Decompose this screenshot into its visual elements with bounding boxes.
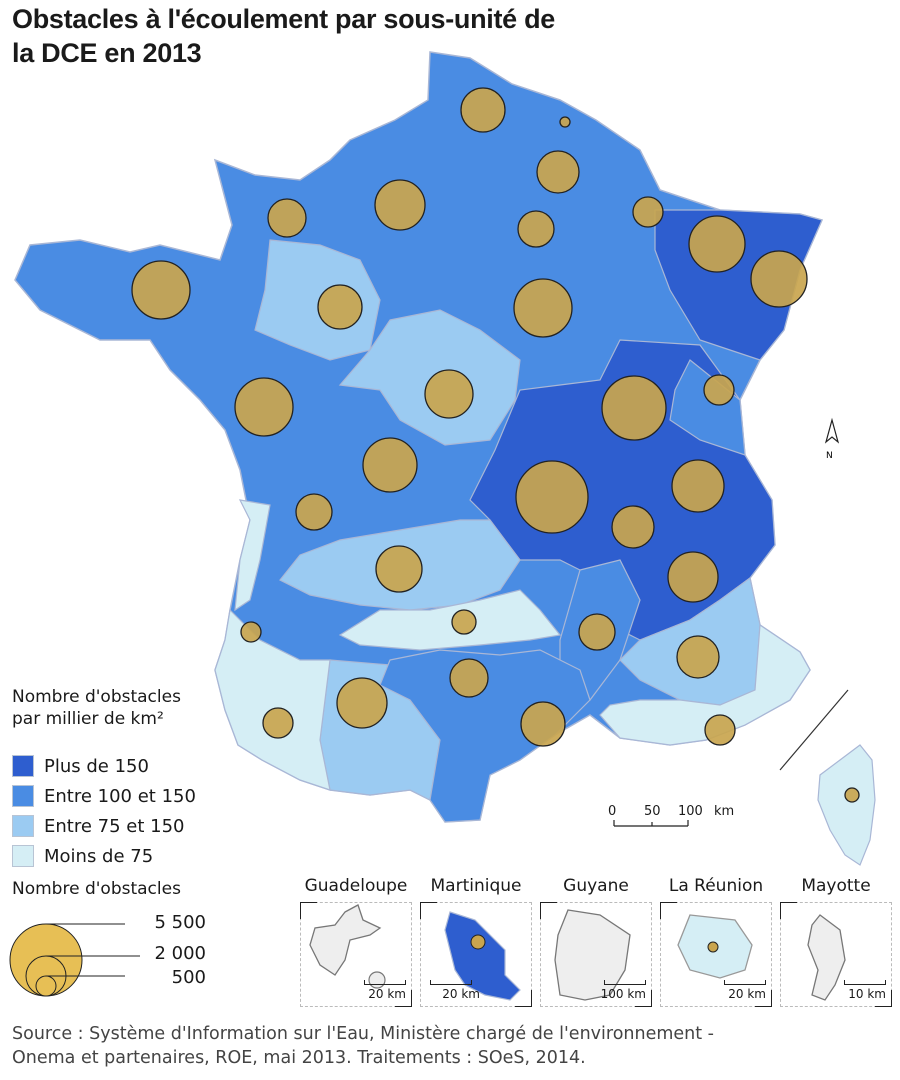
obstacle-circle xyxy=(317,284,363,330)
obstacle-circle xyxy=(703,374,735,406)
obstacle-circle xyxy=(515,460,589,534)
source-line-1: Source : Système d'Information sur l'Eau… xyxy=(12,1024,714,1044)
inset-scale: 100 km xyxy=(600,987,646,1001)
inset-label-martinique: Martinique xyxy=(430,876,522,896)
region-moins-75-gironde xyxy=(234,499,271,612)
legend-swatch xyxy=(12,755,34,777)
obstacle-circle xyxy=(704,714,736,746)
inset-martinique: 20 km xyxy=(420,902,532,1007)
inset-scale: 20 km xyxy=(442,987,480,1001)
obstacle-circle xyxy=(611,505,655,549)
region-moins-75-lot xyxy=(338,589,562,651)
legend-item-plus-150: Plus de 150 xyxy=(12,754,149,778)
inset-label-guyane: Guyane xyxy=(563,876,629,896)
obstacle-circle xyxy=(632,196,664,228)
scale-tick-0: 0 xyxy=(608,804,617,819)
legend-label: Entre 100 et 150 xyxy=(44,785,196,807)
legend-density-title-2: par millier de km² xyxy=(12,709,164,729)
obstacle-circle xyxy=(536,150,580,194)
legend-swatch xyxy=(12,785,34,807)
legend-label: Plus de 150 xyxy=(44,755,149,777)
legend-circle-value-small: 500 xyxy=(171,967,206,988)
source-text: Source : Système d'Information sur l'Eau… xyxy=(12,1022,892,1070)
legend-label: Moins de 75 xyxy=(44,845,154,867)
inset-scale: 20 km xyxy=(728,987,766,1001)
scale-tick-100: 100 xyxy=(678,804,703,819)
legend-density-title-1: Nombre d'obstacles xyxy=(12,687,181,707)
north-label: N xyxy=(826,451,833,461)
legend-circles-title: Nombre d'obstacles xyxy=(12,879,181,899)
obstacle-circle xyxy=(262,707,294,739)
obstacle-circle xyxy=(513,278,573,338)
legend-swatch xyxy=(12,845,34,867)
scale-bar xyxy=(613,820,689,827)
region-75-150-centre xyxy=(338,309,521,446)
inset-scale: 10 km xyxy=(848,987,886,1001)
legend-circles xyxy=(9,923,140,997)
obstacle-circle xyxy=(362,437,418,493)
obstacle-circle xyxy=(750,250,808,308)
obstacle-circle xyxy=(601,375,667,441)
region-75-150-loire xyxy=(254,239,381,361)
legend-item-75-150: Entre 75 et 150 xyxy=(12,814,184,838)
legend-swatch xyxy=(12,815,34,837)
obstacle-circle xyxy=(460,87,506,133)
scale-tick-50: 50 xyxy=(644,804,661,819)
region-moins-75-cote xyxy=(599,623,811,746)
inset-guyane-shape xyxy=(554,909,631,1001)
obstacle-circle xyxy=(688,215,746,273)
obstacle-circle xyxy=(295,493,333,531)
obstacle-circle xyxy=(267,198,307,238)
legend-item-100-150: Entre 100 et 150 xyxy=(12,784,196,808)
obstacle-circle xyxy=(559,116,571,128)
inset-mayotte: 10 km xyxy=(780,902,892,1007)
obstacle-circle xyxy=(451,609,477,635)
inset-label-reunion: La Réunion xyxy=(668,876,764,896)
scale-unit: km xyxy=(714,804,735,819)
region-mid-jura xyxy=(669,359,746,456)
map-title: Obstacles à l'écoulement par sous-unité … xyxy=(12,4,555,68)
legend-circle-value-large: 5 500 xyxy=(154,912,206,933)
region-moins-75-landes xyxy=(214,608,331,791)
inset-label-mayotte: Mayotte xyxy=(801,876,871,896)
obstacle-circle xyxy=(844,787,860,803)
north-arrow-icon xyxy=(824,417,840,444)
obstacle-circle xyxy=(517,210,555,248)
obstacle-circle xyxy=(667,551,719,603)
legend-circle-value-medium: 2 000 xyxy=(154,943,206,964)
obstacle-circle xyxy=(240,621,262,643)
inset-guadeloupe: 20 km xyxy=(300,902,412,1007)
legend-item-moins-75: Moins de 75 xyxy=(12,844,153,868)
inset-reunion: 20 km xyxy=(660,902,772,1007)
region-corsica xyxy=(817,744,876,866)
obstacle-circle xyxy=(336,677,388,729)
inset-mayotte-shape xyxy=(807,914,846,1001)
obstacle-circle xyxy=(375,545,423,593)
source-line-2: Onema et partenaires, ROE, mai 2013. Tra… xyxy=(12,1048,586,1068)
obstacle-circle xyxy=(676,635,720,679)
obstacle-circle xyxy=(671,459,725,513)
inset-martinique-shape xyxy=(444,911,521,1001)
obstacle-circle xyxy=(424,369,474,419)
region-mid-aude xyxy=(379,649,591,823)
obstacle-circle xyxy=(131,260,191,320)
obstacle-circle xyxy=(449,658,489,698)
obstacle-circle xyxy=(374,179,426,231)
inset-scale: 20 km xyxy=(368,987,406,1001)
inset-reunion-shape xyxy=(677,914,753,979)
inset-label-guadeloupe: Guadeloupe xyxy=(304,876,408,896)
obstacle-circle xyxy=(578,613,616,651)
obstacle-circle xyxy=(520,701,566,747)
inset-guyane: 100 km xyxy=(540,902,652,1007)
legend-label: Entre 75 et 150 xyxy=(44,815,185,837)
obstacle-circle xyxy=(234,377,294,437)
